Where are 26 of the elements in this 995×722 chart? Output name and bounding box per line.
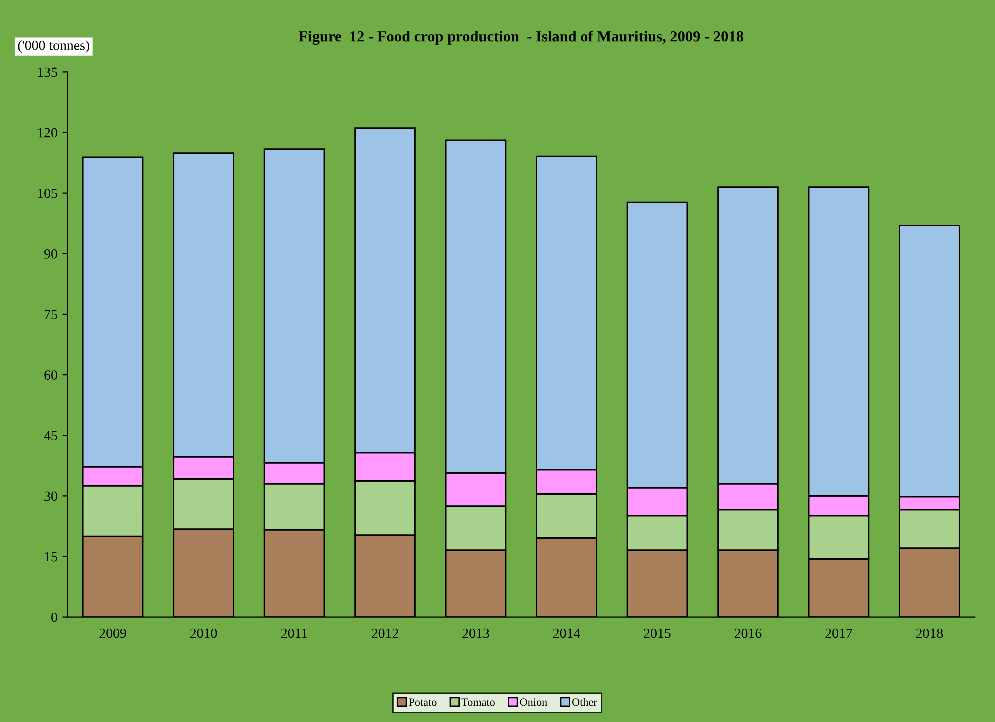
legend-label: Tomato xyxy=(462,698,495,706)
y-tick-label: 105 xyxy=(38,188,58,198)
x-tick-label: 2014 xyxy=(553,628,580,638)
x-tick-label: 2012 xyxy=(372,628,398,638)
x-tick-label: 2011 xyxy=(282,628,308,638)
y-tick-label: 90 xyxy=(44,249,58,259)
y-tick-label: 45 xyxy=(44,431,58,441)
chart-title: Figure 12 - Food crop production - Island of Mauritius, 2009 - 2018 xyxy=(299,30,744,46)
y-tick-label: 135 xyxy=(38,68,58,78)
x-tick-label: 2013 xyxy=(462,628,490,638)
y-tick-label: 120 xyxy=(38,128,58,138)
legend-label: Other xyxy=(572,698,598,706)
x-tick-label: 2009 xyxy=(100,628,126,638)
y-tick-label: 15 xyxy=(45,552,58,562)
x-tick-label: 2015 xyxy=(644,628,671,638)
y-tick-label: 0 xyxy=(52,612,58,622)
x-tick-label: 2018 xyxy=(916,628,944,638)
legend-label: Potato xyxy=(409,698,437,706)
y-axis-title: ('000 tonnes) xyxy=(18,40,90,54)
y-tick-label: 30 xyxy=(44,492,58,502)
x-tick-label: 2017 xyxy=(826,628,852,638)
legend-label: Onion xyxy=(520,698,548,706)
x-tick-label: 2016 xyxy=(734,628,762,638)
y-tick-label: 60 xyxy=(44,370,58,380)
x-tick-label: 2010 xyxy=(190,628,218,638)
y-tick-label: 75 xyxy=(44,310,58,320)
